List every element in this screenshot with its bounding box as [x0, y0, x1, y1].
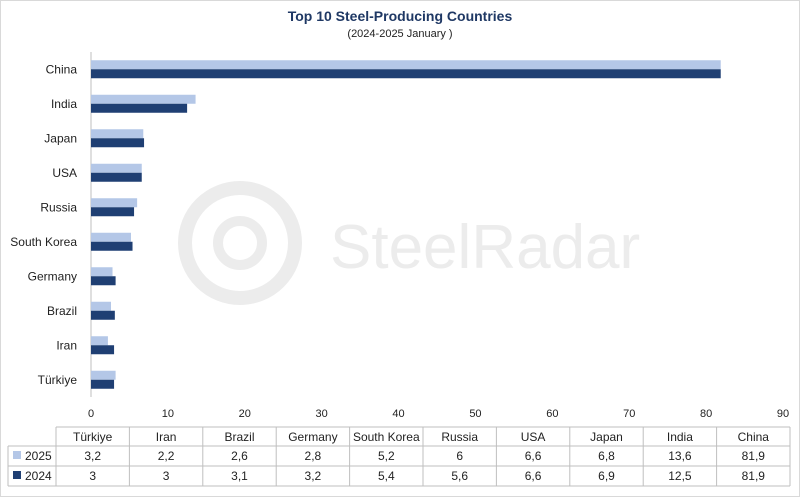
- x-tick-label: 60: [546, 408, 558, 420]
- bar-2024: [91, 310, 115, 320]
- table-header-cell: Iran: [156, 430, 177, 444]
- bar-2024: [91, 276, 116, 286]
- table-cell: 81,9: [742, 449, 766, 463]
- category-label: Germany: [28, 269, 77, 283]
- x-tick-label: 0: [88, 408, 94, 420]
- x-tick-label: 80: [700, 408, 712, 420]
- watermark: SteelRadar: [178, 181, 640, 305]
- chart-subtitle: (2024-2025 January ): [347, 28, 453, 40]
- table-cell: 3,1: [231, 469, 248, 483]
- x-tick-label: 50: [469, 408, 481, 420]
- legend-label: 2024: [25, 469, 52, 483]
- x-tick-label: 70: [623, 408, 635, 420]
- category-label: USA: [52, 166, 77, 180]
- table-cell: 5,2: [378, 449, 395, 463]
- bar-2024: [91, 103, 188, 113]
- watermark-ring-icon: [178, 181, 302, 305]
- table-cell: 6,9: [598, 469, 615, 483]
- bar-2024: [91, 241, 133, 251]
- watermark-inner-ring-icon: [213, 216, 267, 270]
- bar-2025: [91, 301, 111, 311]
- table-cell: 13,6: [668, 449, 692, 463]
- table-header-cell: Japan: [590, 430, 623, 444]
- x-tick-label: 30: [316, 408, 328, 420]
- table-header-cell: Russia: [441, 430, 478, 444]
- table-cell: 6: [456, 449, 463, 463]
- legend-swatch-2024: [13, 471, 21, 479]
- table-header-cell: South Korea: [353, 430, 420, 444]
- x-tick-label: 40: [392, 408, 404, 420]
- category-label: Russia: [40, 200, 77, 214]
- table-cell: 2,8: [305, 449, 322, 463]
- table-cell: 3: [89, 469, 96, 483]
- bar-2025: [91, 336, 108, 346]
- table-cell: 81,9: [742, 469, 766, 483]
- bar-2024: [91, 172, 142, 182]
- bar-2024: [91, 207, 135, 217]
- table-cell: 6,6: [525, 469, 542, 483]
- bar-2025: [91, 163, 142, 173]
- category-label: India: [51, 97, 77, 111]
- table-cell: 2,2: [158, 449, 175, 463]
- category-label: China: [46, 62, 78, 76]
- table-cell: 12,5: [668, 469, 692, 483]
- bar-2025: [91, 129, 144, 139]
- bar-2025: [91, 370, 116, 380]
- x-tick-label: 20: [239, 408, 251, 420]
- bar-2024: [91, 379, 115, 389]
- chart-title: Top 10 Steel-Producing Countries: [287, 8, 513, 24]
- table-cell: 2,6: [231, 449, 248, 463]
- table-cell: 6,8: [598, 449, 615, 463]
- category-label: Japan: [44, 131, 77, 145]
- legend-label: 2025: [25, 449, 52, 463]
- table-cell: 5,4: [378, 469, 395, 483]
- table-header-cell: India: [667, 430, 693, 444]
- table-cell: 6,6: [525, 449, 542, 463]
- plot-area: Türkiye Iran Brazil Germany South Korea Russi…: [10, 52, 789, 420]
- bar-2025: [91, 94, 196, 104]
- bar-2024: [91, 69, 721, 79]
- table-cell: 3,2: [305, 469, 322, 483]
- bar-2025: [91, 60, 721, 70]
- category-label: South Korea: [10, 235, 77, 249]
- data-table: Türkiye Iran Brazil Germany South Korea Russi…: [7, 426, 791, 487]
- bar-2025: [91, 267, 113, 277]
- table-cell: 3: [163, 469, 170, 483]
- table-cell: 3,2: [84, 449, 101, 463]
- legend-swatch-2025: [13, 451, 21, 459]
- table-header-cell: Germany: [288, 430, 337, 444]
- table-header-cell: Türkiye: [73, 430, 113, 444]
- watermark-text: SteelRadar: [330, 213, 640, 282]
- bar-2025: [91, 232, 131, 242]
- table-cell: 5,6: [451, 469, 468, 483]
- category-label: Türkiye: [38, 373, 78, 387]
- x-tick-label: 10: [162, 408, 174, 420]
- bar-2025: [91, 198, 138, 208]
- table-header-cell: China: [738, 430, 770, 444]
- bar-2024: [91, 345, 115, 355]
- bar-2024: [91, 138, 145, 148]
- x-tick-label: 90: [777, 408, 789, 420]
- table-header-cell: Brazil: [224, 430, 254, 444]
- category-label: Iran: [56, 338, 77, 352]
- table-header-cell: USA: [521, 430, 546, 444]
- category-label: Brazil: [47, 304, 77, 318]
